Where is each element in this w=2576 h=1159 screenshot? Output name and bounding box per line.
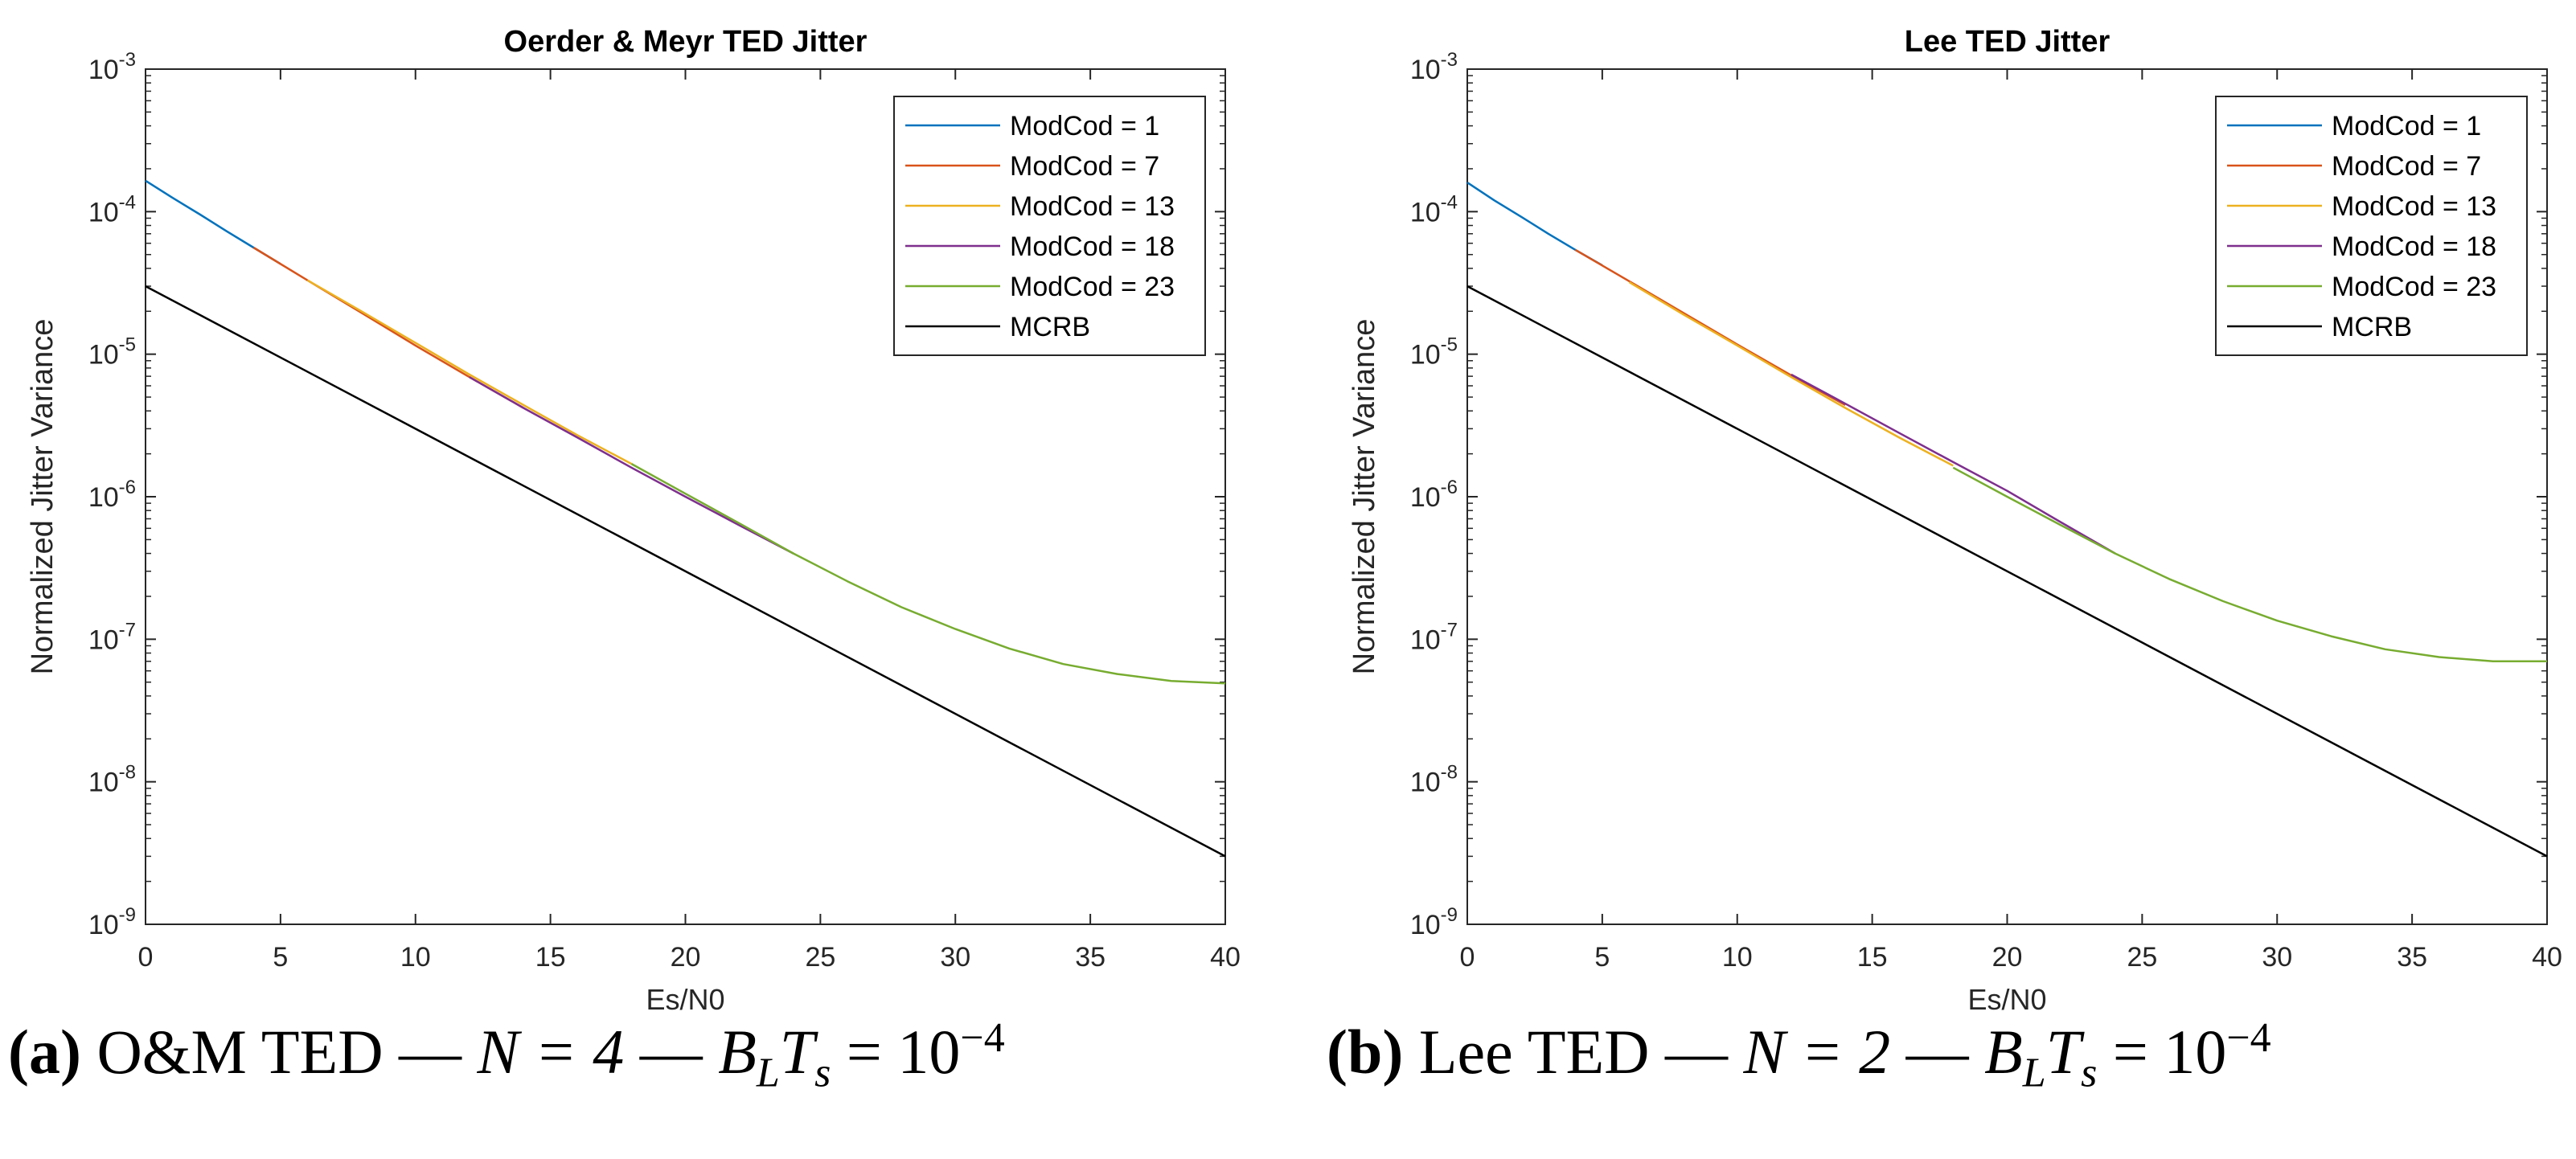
caption-a-text: O&M TED — xyxy=(80,1017,478,1087)
series-line-4 xyxy=(1952,466,2547,663)
legend-box xyxy=(893,96,1206,356)
caption-a-b-sub: L xyxy=(756,1050,780,1096)
y-axis-label: Normalized Jitter Variance xyxy=(26,319,59,675)
x-tick-label: 5 xyxy=(273,942,288,973)
caption-a-t: T xyxy=(779,1017,815,1087)
y-tick-label: 10-8 xyxy=(1410,762,1458,798)
caption-a-t-sub: s xyxy=(814,1050,831,1096)
x-tick-label: 0 xyxy=(1460,942,1475,973)
legend-label: ModCod = 7 xyxy=(1010,151,1159,182)
legend-label: ModCod = 23 xyxy=(2332,272,2496,302)
x-axis-label: Es/N0 xyxy=(646,983,724,1016)
caption-a: (a) O&M TED — N = 4 — BLTs = 10−4 xyxy=(8,1014,1005,1097)
y-tick-label: 10-4 xyxy=(88,191,136,227)
caption-b-b-sub: L xyxy=(2022,1050,2046,1096)
legend-label: MCRB xyxy=(1010,312,1090,342)
x-tick-label: 25 xyxy=(805,942,835,973)
caption-b-n: N = 2 xyxy=(1743,1017,1891,1087)
x-tick-label: 10 xyxy=(1722,942,1753,973)
y-tick-label: 10-6 xyxy=(1410,477,1458,513)
series-line-2 xyxy=(1628,281,1954,467)
y-tick-label: 10-3 xyxy=(1410,49,1458,85)
caption-b-b: B xyxy=(1984,1017,2023,1087)
caption-a-n: N = 4 xyxy=(477,1017,625,1087)
x-tick-label: 30 xyxy=(2262,942,2292,973)
chart-title: Oerder & Meyr TED Jitter xyxy=(504,25,868,59)
legend-label: MCRB xyxy=(2332,312,2412,342)
caption-b-tag: (b) xyxy=(1327,1017,1404,1087)
x-tick-label: 40 xyxy=(1210,942,1241,973)
caption-a-b: B xyxy=(718,1017,757,1087)
panel-b: 0 5 10 15 20 25 30 35 40 10-9 10-8 10-7 10-6 10-5 10-4… xyxy=(1347,25,2562,1016)
legend-label: ModCod = 13 xyxy=(2332,191,2496,222)
chart-title: Lee TED Jitter xyxy=(1905,25,2110,59)
y-tick-label: 10-7 xyxy=(1410,619,1458,655)
y-tick-label: 10-5 xyxy=(88,334,136,371)
x-tick-label: 5 xyxy=(1594,942,1610,973)
series-line-2 xyxy=(306,279,632,465)
x-tick-label: 35 xyxy=(2397,942,2427,973)
x-tick-label: 40 xyxy=(2532,942,2562,973)
y-axis-label: Normalized Jitter Variance xyxy=(1347,319,1381,675)
caption-a-sep: — xyxy=(624,1017,719,1087)
legend-label: ModCod = 23 xyxy=(1010,272,1175,302)
series-line-4 xyxy=(630,463,1226,685)
caption-a-eq: = 10 xyxy=(831,1017,961,1087)
y-tick-label: 10-7 xyxy=(88,619,136,655)
y-tick-label: 10-8 xyxy=(88,762,136,798)
y-tick-label: 10-9 xyxy=(1410,904,1458,940)
x-tick-label: 35 xyxy=(1075,942,1105,973)
series-line-5 xyxy=(145,285,1226,858)
legend-label: ModCod = 1 xyxy=(2332,111,2481,141)
y-tick-label: 10-9 xyxy=(88,904,136,940)
legend-label: ModCod = 13 xyxy=(1010,191,1175,222)
y-tick-label: 10-5 xyxy=(1410,334,1458,371)
y-tick-label: 10-6 xyxy=(88,477,136,513)
legend-box xyxy=(2215,96,2528,356)
caption-b-eq: = 10 xyxy=(2097,1017,2227,1087)
series-line-3 xyxy=(1790,373,2116,555)
panel-a: 0 5 10 15 20 25 30 35 40 10-9 10-8 10-7 10-6 10-5 10-4… xyxy=(26,25,1241,1016)
caption-b-text: Lee TED — xyxy=(1403,1017,1744,1087)
caption-b: (b) Lee TED — N = 2 — BLTs = 10−4 xyxy=(1327,1014,2271,1097)
caption-b-t: T xyxy=(2045,1017,2082,1087)
caption-a-exp: −4 xyxy=(960,1015,1005,1061)
caption-b-sep: — xyxy=(1890,1017,1985,1087)
legend-label: ModCod = 18 xyxy=(1010,231,1175,262)
legend-label: ModCod = 1 xyxy=(1010,111,1159,141)
x-tick-label: 30 xyxy=(940,942,970,973)
series-line-5 xyxy=(1466,285,2548,858)
y-tick-label: 10-4 xyxy=(1410,191,1458,227)
caption-b-t-sub: s xyxy=(2081,1050,2098,1096)
x-tick-label: 25 xyxy=(2127,942,2157,973)
x-tick-label: 10 xyxy=(400,942,431,973)
x-tick-label: 20 xyxy=(671,942,701,973)
x-tick-label: 20 xyxy=(1992,942,2023,973)
x-tick-label: 0 xyxy=(138,942,154,973)
series-line-3 xyxy=(469,376,794,555)
y-tick-label: 10-3 xyxy=(88,49,136,85)
caption-b-exp: −4 xyxy=(2226,1015,2271,1061)
x-tick-label: 15 xyxy=(1857,942,1888,973)
x-axis-label: Es/N0 xyxy=(1967,983,2046,1016)
x-tick-label: 15 xyxy=(535,942,566,973)
legend-label: ModCod = 18 xyxy=(2332,231,2496,262)
legend-label: ModCod = 7 xyxy=(2332,151,2481,182)
caption-a-tag: (a) xyxy=(8,1017,81,1087)
